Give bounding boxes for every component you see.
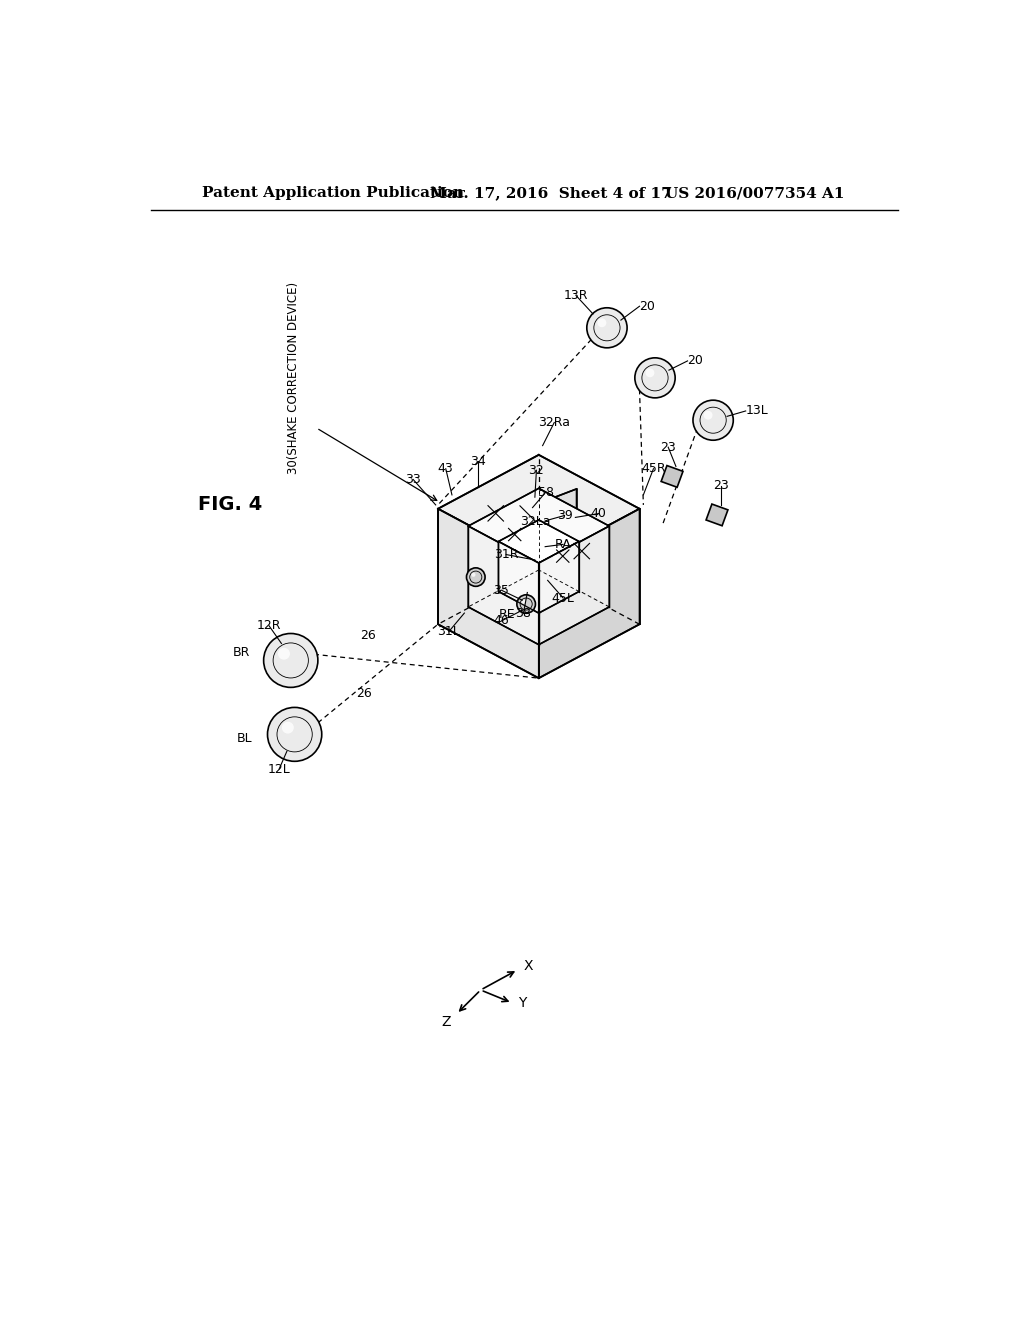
Text: BR: BR [233, 647, 251, 659]
Text: 32Ra: 32Ra [539, 416, 570, 429]
Text: 12R: 12R [257, 619, 282, 632]
Circle shape [278, 648, 290, 660]
Circle shape [693, 400, 733, 441]
Circle shape [267, 708, 322, 762]
Text: 40: 40 [591, 507, 606, 520]
Text: 20: 20 [687, 354, 703, 367]
Text: 13L: 13L [745, 404, 768, 417]
Text: 31R: 31R [494, 548, 518, 561]
Polygon shape [438, 508, 539, 678]
Text: BL: BL [237, 731, 252, 744]
Text: Z: Z [441, 1015, 452, 1028]
Circle shape [553, 556, 558, 561]
Text: 39: 39 [557, 510, 572, 521]
Circle shape [471, 573, 475, 577]
Circle shape [263, 634, 317, 688]
Text: RA: RA [555, 537, 571, 550]
Text: Mar. 17, 2016  Sheet 4 of 17: Mar. 17, 2016 Sheet 4 of 17 [430, 186, 672, 201]
Text: 31L: 31L [437, 626, 460, 638]
Polygon shape [438, 455, 640, 562]
Circle shape [517, 595, 536, 614]
Text: X: X [523, 958, 532, 973]
Text: Patent Application Publication: Patent Application Publication [202, 186, 464, 201]
Polygon shape [539, 541, 579, 612]
Text: 45L: 45L [552, 591, 574, 605]
Polygon shape [542, 488, 577, 568]
Text: 32La: 32La [520, 515, 551, 528]
Circle shape [467, 568, 485, 586]
Circle shape [703, 411, 713, 420]
Text: 26: 26 [360, 630, 376, 643]
Text: 58: 58 [538, 486, 554, 499]
Text: 38: 38 [515, 607, 531, 620]
Text: Y: Y [518, 995, 526, 1010]
Text: 12L: 12L [267, 763, 291, 776]
Text: 26: 26 [356, 686, 373, 700]
Text: 32: 32 [528, 463, 545, 477]
Polygon shape [662, 466, 683, 487]
Text: 35: 35 [494, 583, 509, 597]
Text: 46: 46 [494, 615, 509, 627]
Polygon shape [707, 504, 728, 525]
Circle shape [645, 368, 654, 378]
Circle shape [635, 358, 675, 397]
Text: 13R: 13R [563, 289, 588, 302]
Polygon shape [539, 508, 640, 678]
Circle shape [547, 549, 571, 573]
Polygon shape [468, 488, 609, 564]
Text: 30(SHAKE CORRECTION DEVICE): 30(SHAKE CORRECTION DEVICE) [287, 281, 300, 474]
Polygon shape [468, 527, 539, 644]
Text: US 2016/0077354 A1: US 2016/0077354 A1 [665, 186, 845, 201]
Circle shape [522, 599, 526, 603]
Text: RE: RE [499, 607, 515, 620]
Circle shape [597, 318, 606, 327]
Circle shape [587, 308, 627, 348]
Text: 43: 43 [438, 462, 454, 475]
Text: 33: 33 [406, 473, 421, 486]
Text: 45R: 45R [641, 462, 666, 475]
Polygon shape [499, 520, 579, 564]
Text: 20: 20 [640, 300, 655, 313]
Text: 23: 23 [713, 479, 729, 492]
Text: 23: 23 [660, 441, 676, 454]
Text: FIG. 4: FIG. 4 [198, 495, 262, 515]
Polygon shape [539, 527, 609, 644]
Polygon shape [499, 541, 539, 612]
Text: 34: 34 [470, 454, 486, 467]
Circle shape [282, 722, 294, 734]
